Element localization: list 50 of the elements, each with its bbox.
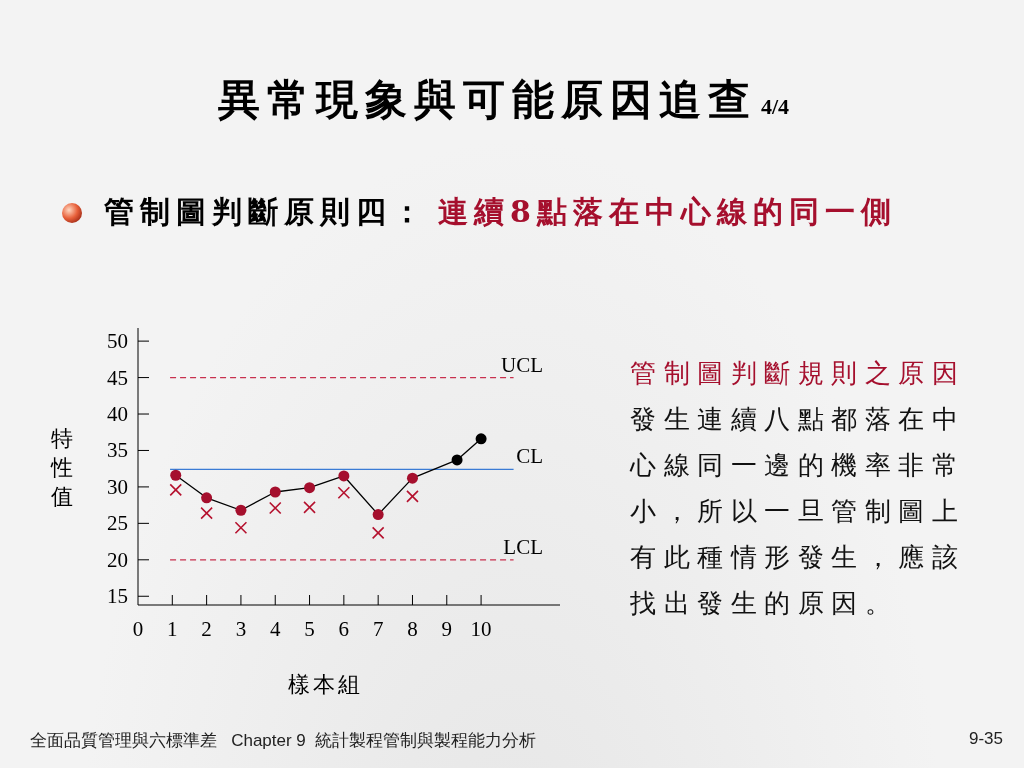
point xyxy=(475,433,487,445)
y-tick-label: 30 xyxy=(107,474,128,499)
point xyxy=(337,486,351,500)
ref-line-label: LCL xyxy=(503,534,543,559)
point xyxy=(338,470,350,482)
y-tick-label: 40 xyxy=(107,402,128,427)
y-tick-label: 20 xyxy=(107,547,128,572)
point xyxy=(169,483,183,497)
ref-line-label: UCL xyxy=(501,352,543,377)
y-tick-label: 45 xyxy=(107,365,128,390)
x-tick-label: 10 xyxy=(470,617,492,641)
x-axis-title: 樣本組 xyxy=(287,672,363,697)
point xyxy=(235,504,247,516)
point xyxy=(304,482,316,494)
y-tick-label: 25 xyxy=(107,511,128,536)
text: 連續8點落在中心線的同一側 xyxy=(438,194,897,229)
text: 全面品質管理與六標準差 Chapter 9 統計製程管制與製程能力分析 xyxy=(30,730,537,752)
point xyxy=(269,486,281,498)
point xyxy=(234,521,248,535)
point xyxy=(406,472,418,484)
x-tick-label: 8 xyxy=(407,617,418,641)
point xyxy=(200,506,213,520)
point xyxy=(268,501,282,515)
point xyxy=(372,509,384,521)
point xyxy=(303,501,316,514)
y-axis-title: 特性值 xyxy=(50,426,73,509)
point xyxy=(170,469,182,481)
x-tick-label: 5 xyxy=(304,617,315,641)
ref-line-label: CL xyxy=(516,444,543,469)
x-tick-label: 7 xyxy=(372,617,384,641)
y-tick-label: 15 xyxy=(107,584,128,609)
text: 4/4 xyxy=(761,94,790,119)
x-tick-label: 2 xyxy=(201,617,212,641)
point xyxy=(451,454,463,466)
text: 9-35 xyxy=(968,729,1003,749)
x-tick-label: 4 xyxy=(269,617,281,641)
y-tick-label: 50 xyxy=(107,329,128,354)
point xyxy=(201,492,213,504)
chart-subtitle: 管制圖判斷原則四： xyxy=(104,194,428,229)
x-tick-label: 0 xyxy=(132,617,144,641)
x-tick-label: 9 xyxy=(441,617,453,641)
point xyxy=(371,526,385,540)
point xyxy=(406,490,419,503)
x-tick-label: 6 xyxy=(338,617,350,641)
text: 發生連續八點都落在中心線同一邊的機率非常小，所以一旦管制圖上有此種情形發生，應該找出發生的原因。 xyxy=(630,403,966,620)
chart-title: 異常現象與可能原因追查 xyxy=(218,75,757,124)
x-tick-label: 1 xyxy=(167,617,178,641)
x-tick-label: 3 xyxy=(235,617,247,641)
y-tick-label: 35 xyxy=(107,438,128,463)
text: 管制圖判斷規則之原因 xyxy=(630,357,966,390)
